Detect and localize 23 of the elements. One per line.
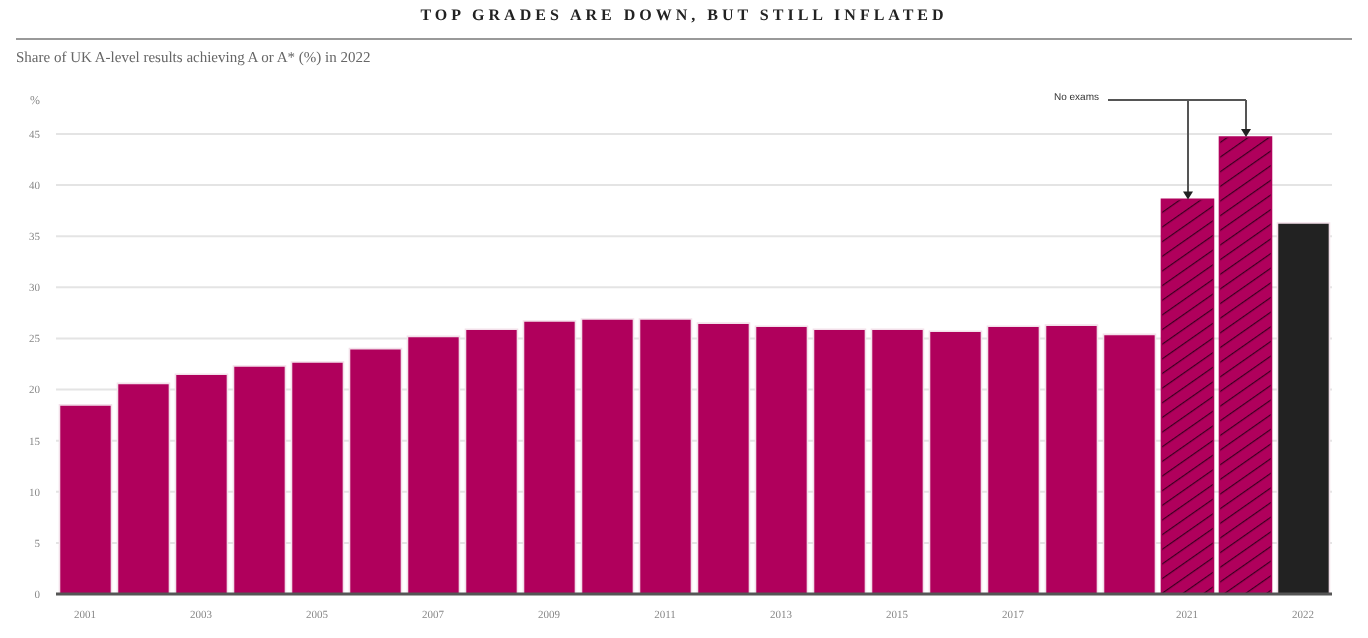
bar (174, 373, 229, 594)
bar (1102, 333, 1157, 594)
bar (290, 361, 345, 594)
bar (928, 330, 983, 594)
bar (986, 325, 1041, 594)
bar (232, 365, 287, 594)
bar (1276, 222, 1331, 594)
bar (464, 328, 519, 594)
bar (1044, 324, 1099, 594)
bar (870, 328, 925, 594)
bar (348, 347, 403, 594)
bar (754, 325, 809, 594)
bar (522, 320, 577, 594)
bar (812, 328, 867, 594)
bar (696, 322, 751, 594)
bar (638, 318, 693, 594)
bar (580, 318, 635, 594)
bar (1160, 198, 1215, 594)
chart-title: TOP GRADES ARE DOWN, BUT STILL INFLATED (418, 6, 950, 24)
bar (1218, 136, 1273, 594)
bar (406, 335, 461, 594)
bar (116, 382, 171, 594)
bar (58, 404, 113, 594)
